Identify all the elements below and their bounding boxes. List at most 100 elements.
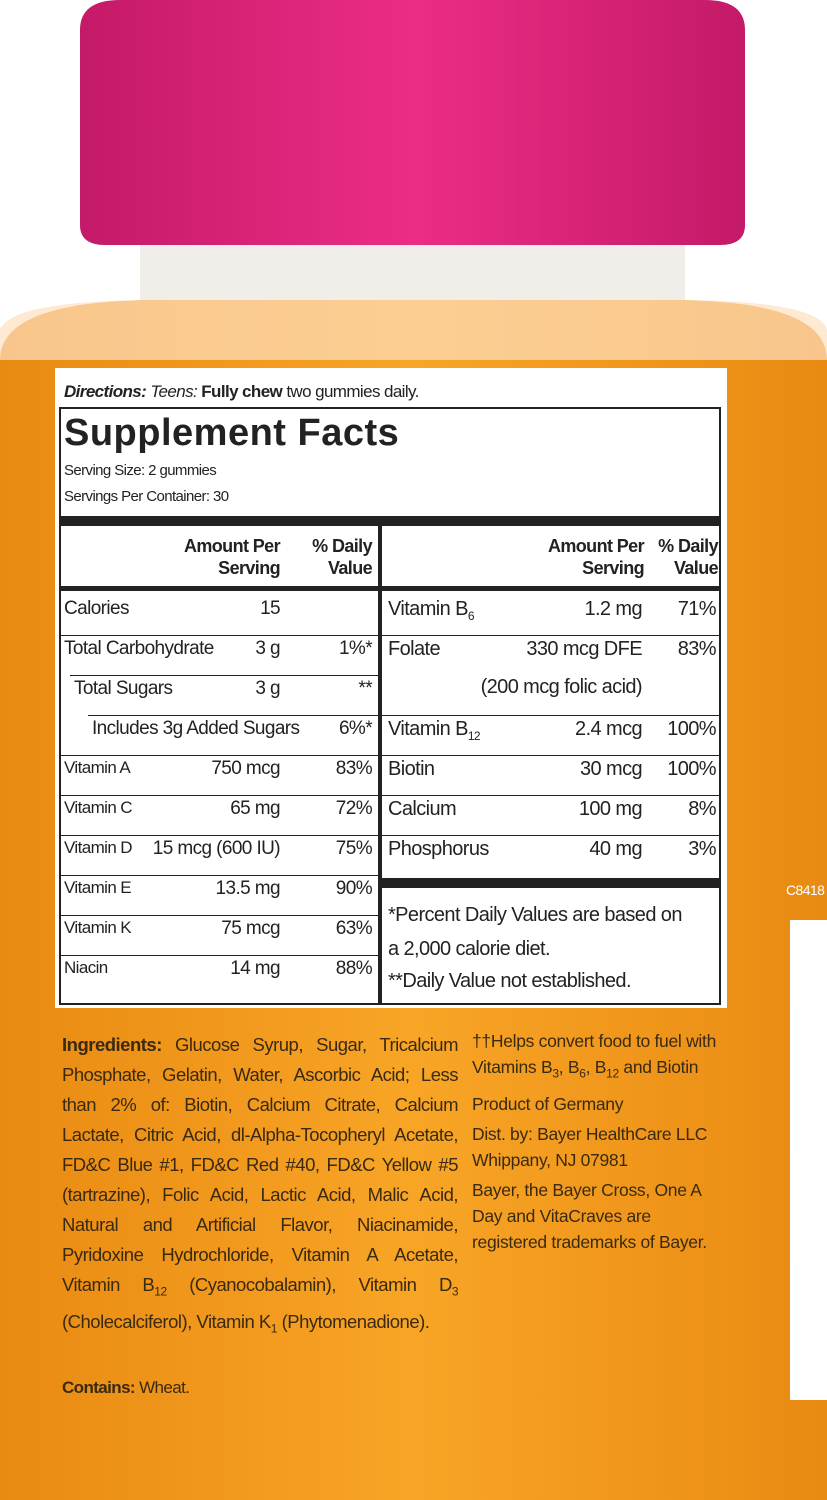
nutrient-name: Vitamin D	[64, 838, 133, 857]
nutrient-name: Total Sugars	[74, 678, 173, 699]
subscript: 3	[451, 1284, 459, 1299]
nutrient-amount: 15 mcg (600 IU)	[152, 838, 281, 859]
distributor-name: Dist. by: Bayer HealthCare LLC	[472, 1123, 708, 1144]
nutrient-dv: 3%	[688, 838, 716, 860]
subscript: 6	[579, 1066, 586, 1081]
label-panel	[55, 368, 727, 1008]
row-rule	[60, 875, 378, 876]
row-rule	[382, 795, 720, 796]
nutrient-amount: 75 mcg	[221, 918, 280, 939]
facts-border	[59, 407, 721, 1005]
nutrient-amount: 2.4 mcg	[575, 718, 643, 740]
row-rule	[60, 915, 378, 916]
nutrient-name-text: Vitamin B	[388, 598, 468, 620]
nutrient-name-sub: 12	[467, 729, 481, 743]
text: , B	[585, 1057, 607, 1077]
barcode-area	[790, 920, 827, 1400]
nutrient-amount: 100 mg	[578, 798, 643, 820]
row-rule	[382, 835, 720, 836]
nutrient-dv: 88%	[335, 958, 373, 979]
dv-header: % Daily Value	[312, 536, 372, 578]
nutrient-name: Total Carbohydrate	[64, 638, 214, 659]
nutrient-amount: 750 mcg	[211, 758, 280, 779]
directions-rest: two gummies daily.	[286, 382, 419, 401]
directions-label: Directions:	[64, 382, 147, 401]
subscript: 1	[270, 1321, 278, 1336]
subscript: 3	[552, 1066, 559, 1081]
row-rule	[70, 675, 378, 676]
text: ††Helps convert food to fuel with Vitami…	[472, 1031, 716, 1077]
nutrient-name: Biotin	[388, 758, 435, 781]
directions: Directions: Teens: Fully chew two gummie…	[64, 382, 419, 402]
nutrient-amount-detail: (200 mcg folic acid)	[480, 676, 643, 698]
nutrient-name: Vitamin A	[64, 758, 131, 777]
nutrient-dv: 100%	[667, 758, 716, 780]
facts-title: Supplement Facts	[64, 412, 400, 454]
nutrient-name: Includes 3g Added Sugars	[92, 718, 300, 739]
nutrient-dv: 8%	[688, 798, 716, 820]
row-rule	[382, 755, 720, 756]
nutrient-name-sub: 6	[467, 609, 475, 623]
column-divider	[378, 526, 382, 1004]
nutrient-dv: 100%	[667, 718, 716, 740]
nutrient-amount: 3 g	[255, 638, 280, 659]
nutrient-name: Vitamin E	[64, 878, 132, 897]
nutrient-name-text: Biotin	[388, 758, 435, 780]
shoulder	[0, 300, 827, 360]
nutrient-dv: **	[358, 678, 372, 699]
nutrient-name: Vitamin K	[64, 918, 132, 937]
nutrient-amount: 30 mcg	[580, 758, 643, 780]
ingredients-label: Ingredients:	[62, 1034, 162, 1055]
row-rule	[382, 715, 720, 716]
nutrient-amount: 3 g	[255, 678, 280, 699]
nutrient-dv: 63%	[335, 918, 373, 939]
text: Glucose Syrup, Sugar, Tricalcium Phospha…	[62, 1034, 459, 1295]
contains-label: Contains:	[62, 1378, 136, 1397]
nutrient-amount: 15	[260, 598, 281, 619]
amount-header: Amount Per Serving	[183, 536, 281, 578]
amount-header: Amount Per Serving	[547, 536, 645, 578]
row-rule	[60, 635, 378, 636]
contains: Contains: Wheat.	[62, 1378, 190, 1398]
nutrient-amount: 13.5 mg	[215, 878, 281, 899]
nutrient-amount: 14 mg	[230, 958, 280, 979]
row-rule	[382, 635, 720, 636]
row-rule	[88, 715, 378, 716]
text: , B	[558, 1057, 580, 1077]
nutrient-name: Phosphorus	[388, 838, 489, 861]
side-info: ††Helps convert food to fuel with Vitami…	[472, 1028, 727, 1259]
nutrient-dv: 6%*	[338, 718, 373, 739]
directions-who: Teens:	[150, 382, 198, 401]
directions-bold: Fully chew	[201, 382, 283, 401]
row-rule	[60, 955, 378, 956]
subscript: 12	[154, 1284, 167, 1299]
nutrient-dv: 83%	[335, 758, 373, 779]
nutrient-dv: 71%	[677, 598, 717, 620]
nutrient-dv: 90%	[335, 878, 373, 899]
nutrient-name-text: Vitamin B	[388, 718, 468, 740]
medium-rule	[60, 586, 720, 591]
text: (Phytomenadione).	[276, 1310, 430, 1332]
nutrient-name: Calcium	[388, 798, 457, 821]
serving-size: Serving Size: 2 gummies	[64, 462, 217, 479]
nutrient-name-text: Calcium	[388, 798, 457, 820]
footnote: *Percent Daily Values are based on a 2,0…	[388, 904, 682, 960]
nutrient-amount: 65 mg	[230, 798, 280, 819]
nutrient-amount: 1.2 mg	[584, 598, 642, 620]
nutrient-name: Niacin	[64, 958, 108, 977]
nutrient-dv: 83%	[677, 638, 717, 660]
cap	[80, 0, 745, 245]
trademark: Bayer, the Bayer Cross, One A Day and Vi…	[472, 1179, 707, 1252]
nutrient-name: Calories	[64, 598, 130, 619]
origin: Product of Germany	[472, 1093, 624, 1114]
distributor-address: Whippany, NJ 07981	[472, 1149, 628, 1170]
nutrient-dv: 1%*	[338, 638, 373, 659]
row-rule	[60, 795, 378, 796]
thick-rule	[382, 878, 720, 888]
lot-code: C8418	[786, 882, 825, 898]
distributor: Dist. by: Bayer HealthCare LLC Whippany, …	[472, 1121, 727, 1173]
footnote: **Daily Value not established.	[388, 970, 632, 992]
nutrient-dv: 72%	[335, 798, 373, 819]
